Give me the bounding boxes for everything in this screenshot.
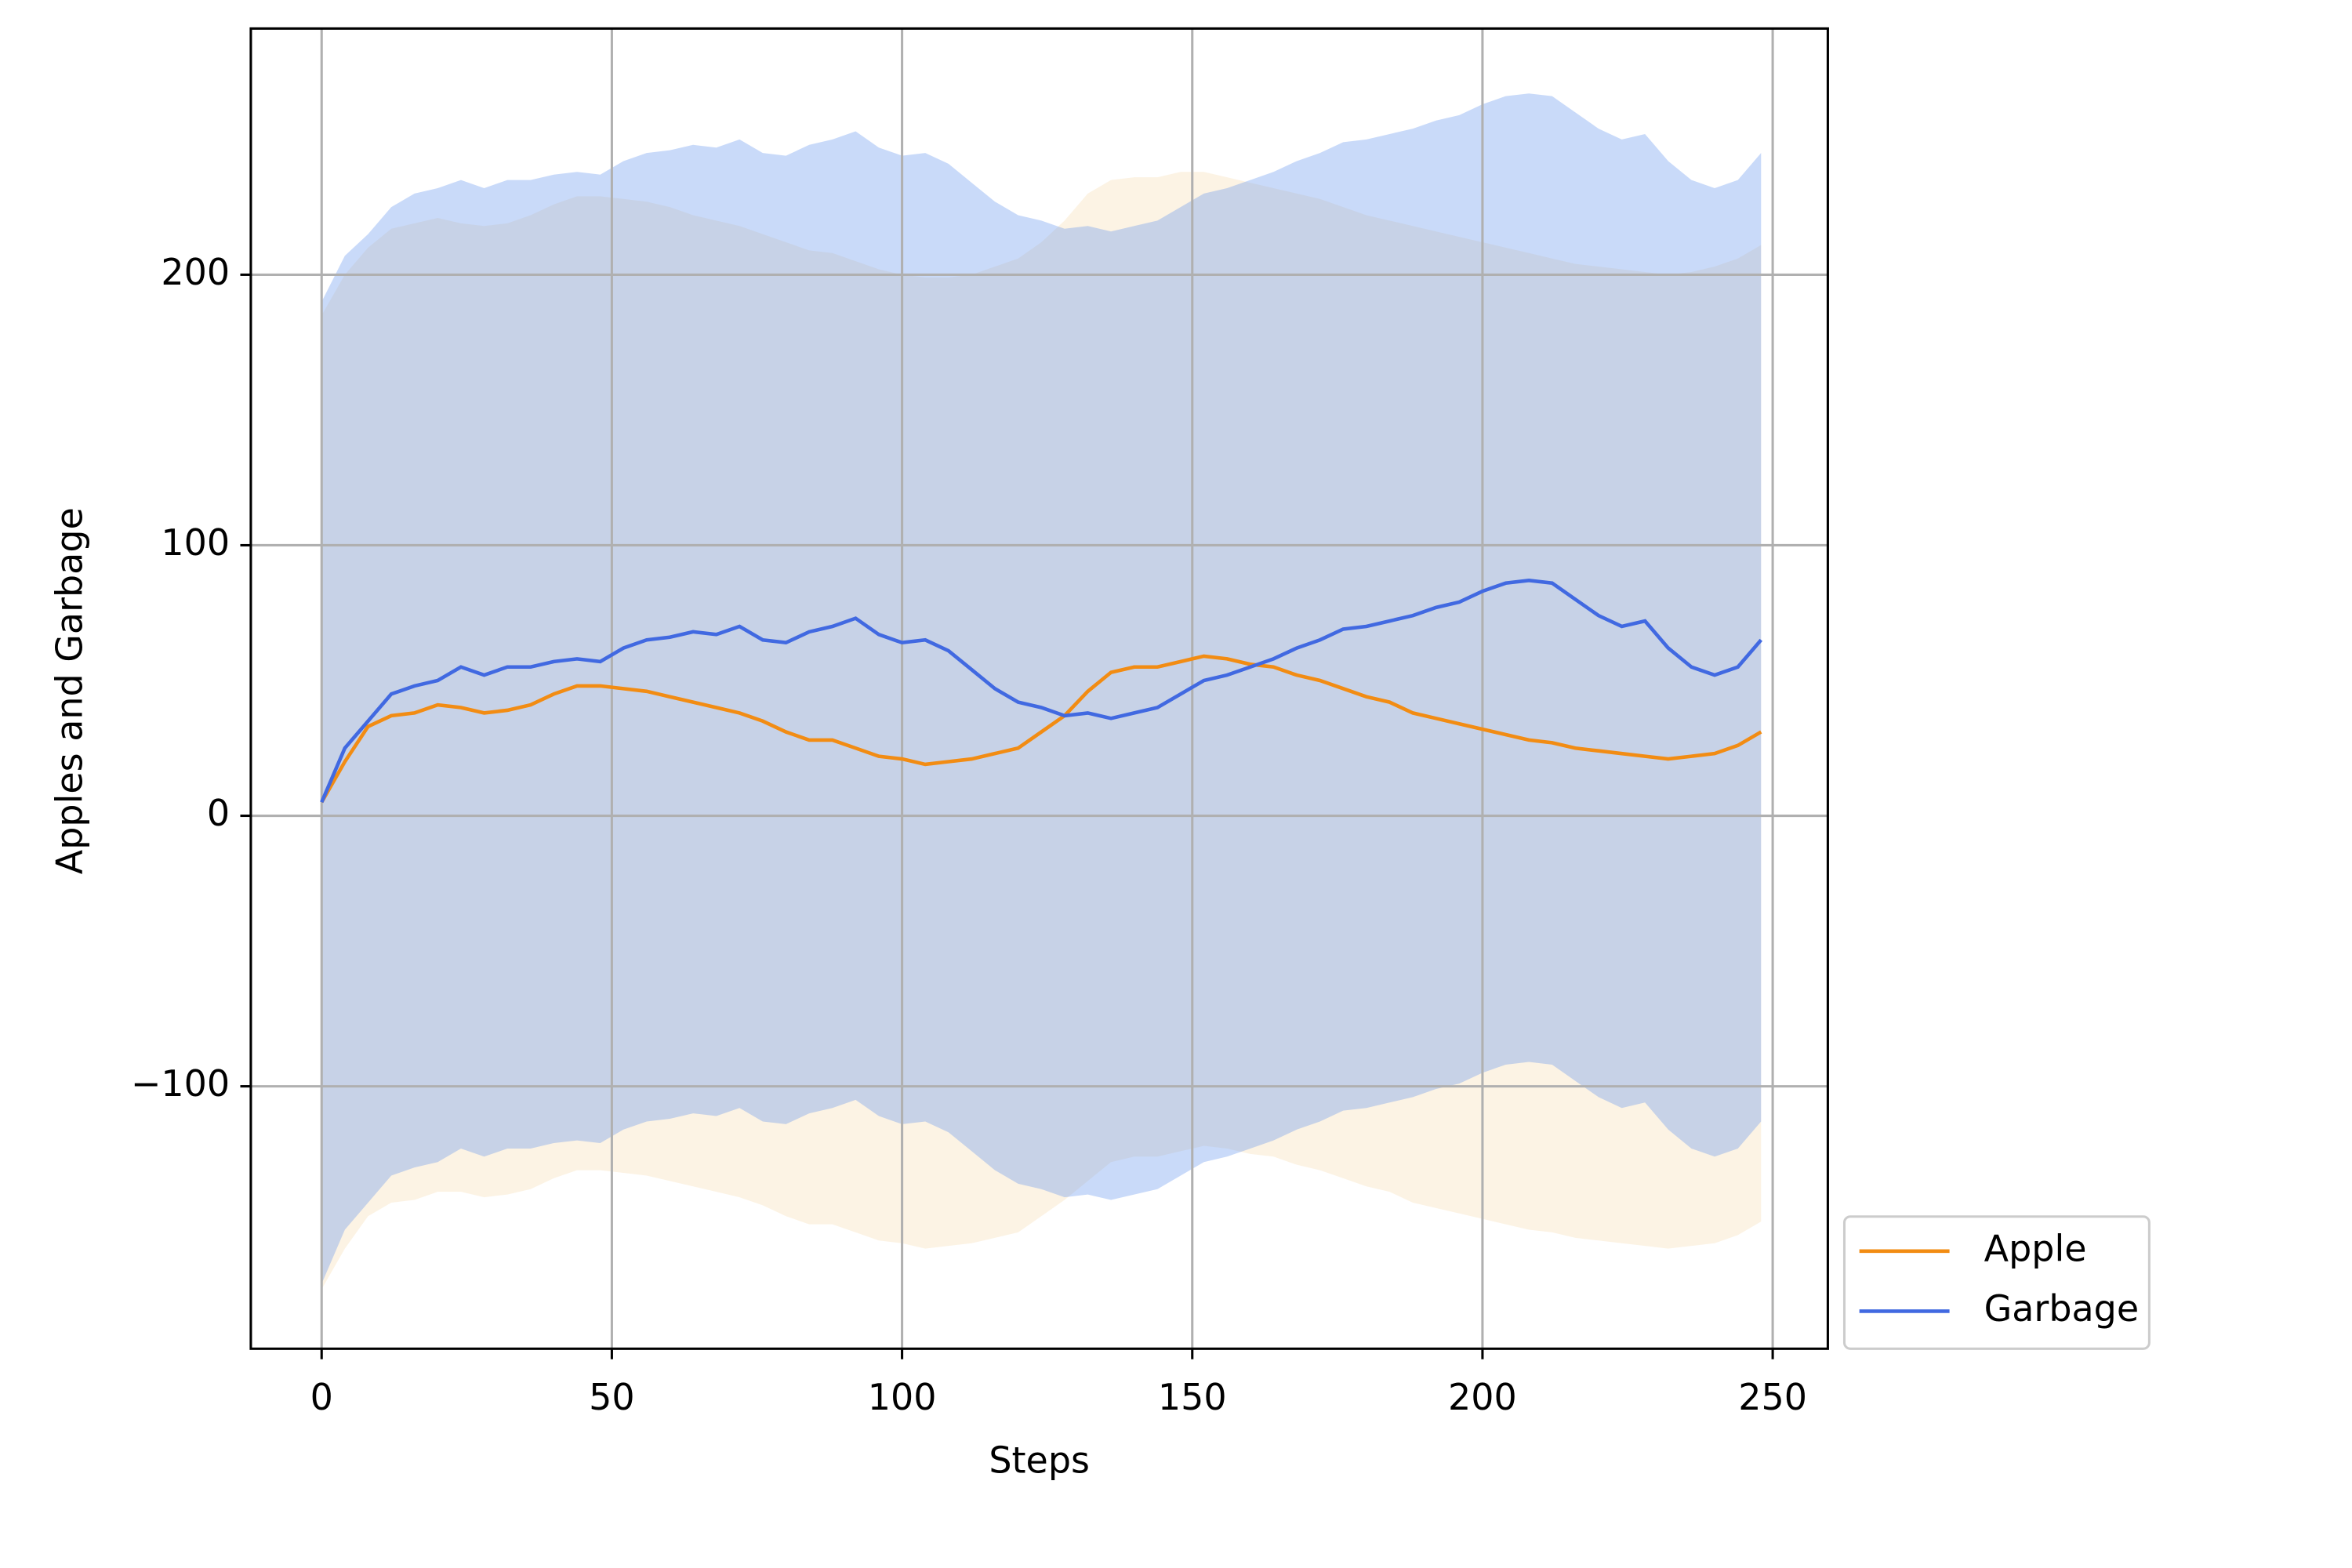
x-tick-label: 150 [1158, 1376, 1227, 1418]
y-axis-label: Apples and Garbage [48, 507, 90, 874]
x-tick-label: 0 [310, 1376, 333, 1418]
y-tick-label: −100 [131, 1062, 230, 1105]
y-tick-label: 0 [207, 792, 230, 834]
x-axis-label: Steps [989, 1439, 1090, 1481]
x-tick-label: 250 [1738, 1376, 1807, 1418]
confidence-band [321, 93, 1762, 1284]
y-tick-label: 100 [161, 521, 230, 564]
x-tick-label: 200 [1448, 1376, 1517, 1418]
plot-frame [249, 27, 1829, 1350]
legend-label: Garbage [1984, 1287, 2140, 1330]
series-line [320, 579, 1763, 804]
x-tick-label: 50 [589, 1376, 634, 1418]
series-line [320, 654, 1762, 804]
y-tick-label: 200 [161, 251, 230, 293]
legend-label: Apple [1984, 1227, 2087, 1269]
x-tick-label: 100 [868, 1376, 937, 1418]
